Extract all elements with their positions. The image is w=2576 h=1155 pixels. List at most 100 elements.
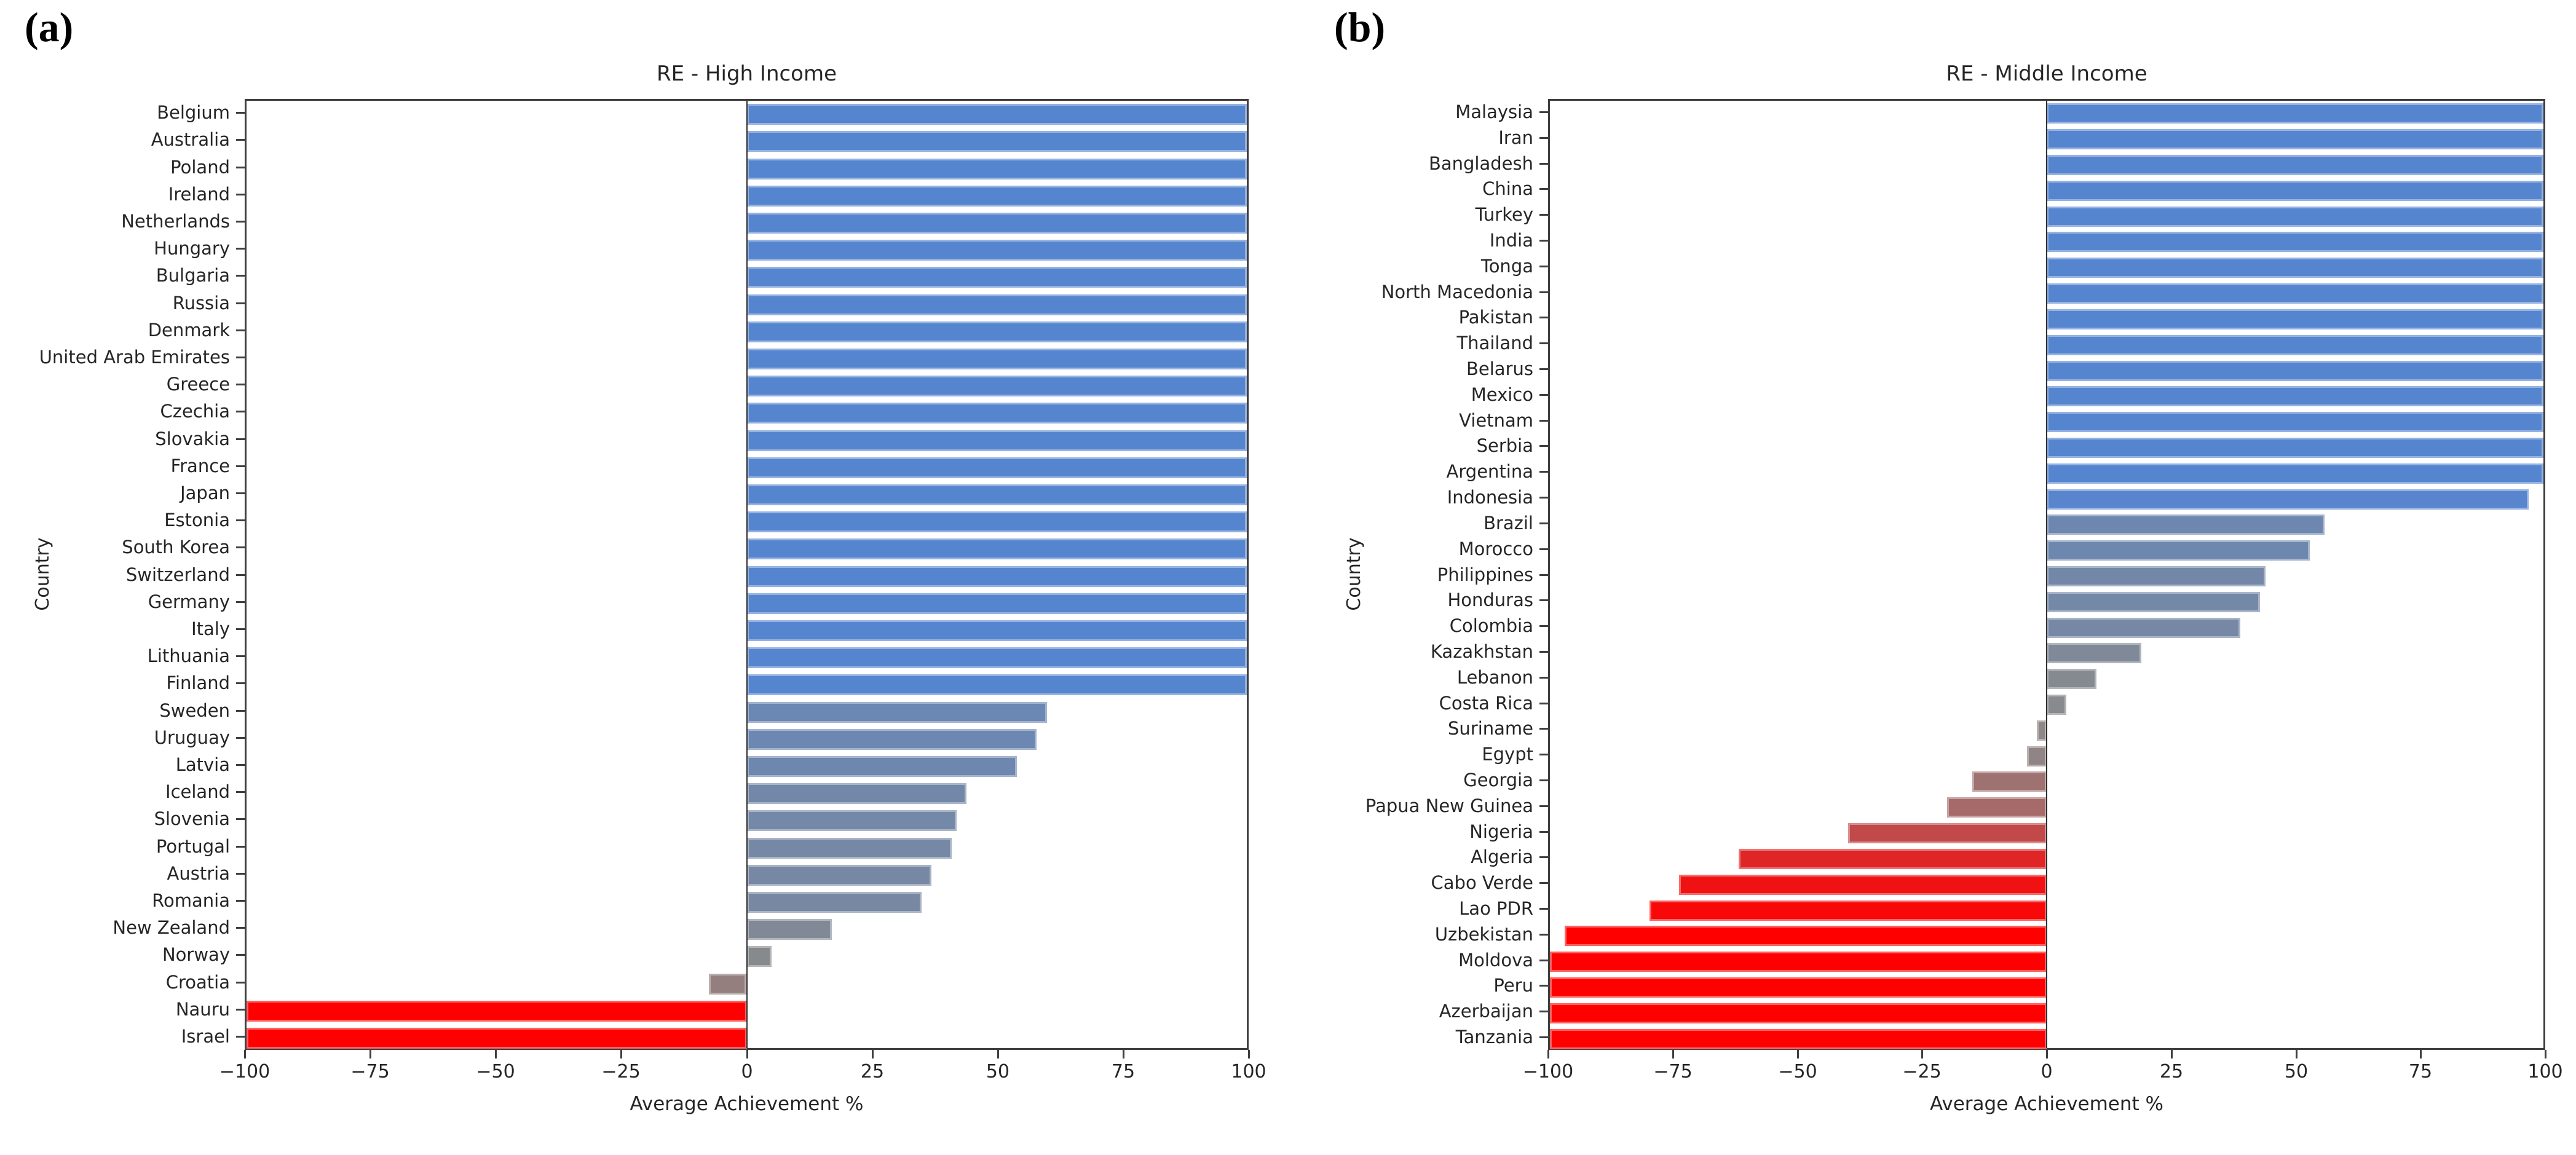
ytick-mark-tonga: [1539, 266, 1548, 267]
xtick-label-50: 50: [986, 1061, 1010, 1082]
ytick-label-algeria: Algeria: [1471, 846, 1533, 867]
ytick-label-finland: Finland: [166, 672, 230, 693]
ytick-mark-malaysia: [1539, 111, 1548, 113]
ytick-label-costa-rica: Costa Rica: [1439, 693, 1533, 714]
ytick-label-nauru: Nauru: [175, 999, 230, 1020]
ytick-mark-austria: [236, 873, 245, 875]
ytick-mark-lao-pdr: [1539, 908, 1548, 910]
ytick-label-bulgaria: Bulgaria: [156, 265, 230, 286]
bar-papua-new-guinea: [1947, 797, 2047, 818]
ytick-label-azerbaijan: Azerbaijan: [1439, 1001, 1533, 1022]
xtick-mark--75: [369, 1050, 371, 1058]
bar-russia: [746, 294, 1247, 315]
xtick-label-0: 0: [741, 1061, 753, 1082]
ytick-label-egypt: Egypt: [1482, 744, 1533, 765]
ytick-mark-uruguay: [236, 737, 245, 739]
ytick-mark-nigeria: [1539, 831, 1548, 833]
bar-egypt: [2026, 746, 2047, 767]
ytick-mark-thailand: [1539, 342, 1548, 344]
xtick-mark-25: [2171, 1050, 2173, 1058]
ytick-label-india: India: [1489, 230, 1533, 251]
bar-estonia: [746, 511, 1247, 532]
bar-turkey: [2047, 207, 2543, 227]
ytick-label-serbia: Serbia: [1476, 435, 1533, 456]
bar-morocco: [2047, 540, 2310, 561]
panel-b-letter: (b): [1334, 4, 1386, 50]
bar-vietnam: [2047, 412, 2543, 432]
bar-bulgaria: [746, 267, 1247, 288]
ytick-label-thailand: Thailand: [1456, 333, 1533, 353]
bar-australia: [746, 131, 1247, 152]
ytick-mark-switzerland: [236, 574, 245, 576]
ytick-label-hungary: Hungary: [154, 238, 230, 259]
ytick-label-moldova: Moldova: [1458, 950, 1533, 971]
ytick-label-kazakhstan: Kazakhstan: [1430, 641, 1533, 662]
ytick-label-honduras: Honduras: [1447, 589, 1533, 610]
ytick-mark-honduras: [1539, 599, 1548, 601]
ytick-label-papua-new-guinea: Papua New Guinea: [1365, 795, 1533, 816]
bar-lebanon: [2047, 669, 2096, 689]
xtick-mark--25: [1921, 1050, 1923, 1058]
ytick-mark-romania: [236, 900, 245, 902]
ytick-mark-norway: [236, 954, 245, 956]
ytick-label-lithuania: Lithuania: [147, 645, 230, 666]
ytick-mark-belgium: [236, 112, 245, 114]
ytick-label-peru: Peru: [1493, 975, 1533, 996]
ytick-label-north-macedonia: North Macedonia: [1381, 282, 1533, 302]
xtick-label--25: −25: [601, 1061, 641, 1082]
bar-colombia: [2047, 618, 2241, 638]
xtick-mark--25: [620, 1050, 622, 1058]
ytick-label-greece: Greece: [166, 374, 230, 395]
bar-sweden: [746, 702, 1047, 723]
ytick-mark-suriname: [1539, 728, 1548, 730]
xtick-mark--75: [1672, 1050, 1674, 1058]
ytick-label-bangladesh: Bangladesh: [1428, 153, 1533, 174]
ytick-mark-georgia: [1539, 779, 1548, 781]
bar-malaysia: [2047, 103, 2543, 124]
ytick-label-slovenia: Slovenia: [154, 808, 230, 829]
xtick-label--50: −50: [476, 1061, 515, 1082]
ytick-mark-australia: [236, 139, 245, 141]
ytick-label-united-arab-emirates: United Arab Emirates: [39, 347, 230, 368]
bar-france: [746, 457, 1247, 478]
ytick-label-uruguay: Uruguay: [154, 727, 230, 748]
ytick-label-czechia: Czechia: [160, 401, 230, 422]
bar-portugal: [746, 838, 952, 859]
ytick-label-mexico: Mexico: [1471, 384, 1533, 405]
ytick-mark-hungary: [236, 248, 245, 250]
ytick-mark-indonesia: [1539, 497, 1548, 499]
ytick-label-turkey: Turkey: [1475, 204, 1533, 225]
ytick-mark-china: [1539, 188, 1548, 190]
ytick-label-belgium: Belgium: [157, 102, 230, 123]
ytick-mark-morocco: [1539, 548, 1548, 550]
bar-denmark: [746, 321, 1247, 342]
ytick-mark-peru: [1539, 985, 1548, 987]
ytick-mark-tanzania: [1539, 1036, 1548, 1038]
ytick-mark-argentina: [1539, 471, 1548, 473]
ytick-mark-philippines: [1539, 574, 1548, 576]
bar-slovenia: [746, 810, 957, 831]
ytick-mark-latvia: [236, 764, 245, 766]
ytick-mark-kazakhstan: [1539, 651, 1548, 653]
bar-brazil: [2047, 514, 2325, 535]
ytick-label-slovakia: Slovakia: [155, 428, 230, 449]
bar-bangladesh: [2047, 155, 2543, 175]
ytick-mark-turkey: [1539, 214, 1548, 216]
ytick-label-colombia: Colombia: [1449, 615, 1533, 636]
ytick-mark-costa-rica: [1539, 703, 1548, 704]
bar-belgium: [746, 104, 1247, 125]
xtick-label--100: −100: [1522, 1061, 1574, 1082]
bar-lao-pdr: [1649, 901, 2047, 921]
ytick-label-israel: Israel: [181, 1026, 230, 1047]
bar-tonga: [2047, 258, 2543, 278]
bar-czechia: [746, 403, 1247, 424]
ytick-label-cabo-verde: Cabo Verde: [1431, 872, 1533, 893]
bar-suriname: [2036, 720, 2047, 741]
bar-belarus: [2047, 361, 2543, 381]
ytick-label-france: France: [170, 455, 230, 476]
ytick-mark-portugal: [236, 846, 245, 848]
ytick-mark-united-arab-emirates: [236, 357, 245, 358]
xtick-mark-25: [872, 1050, 874, 1058]
xtick-mark-100: [1248, 1050, 1250, 1058]
ytick-label-netherlands: Netherlands: [121, 211, 230, 232]
